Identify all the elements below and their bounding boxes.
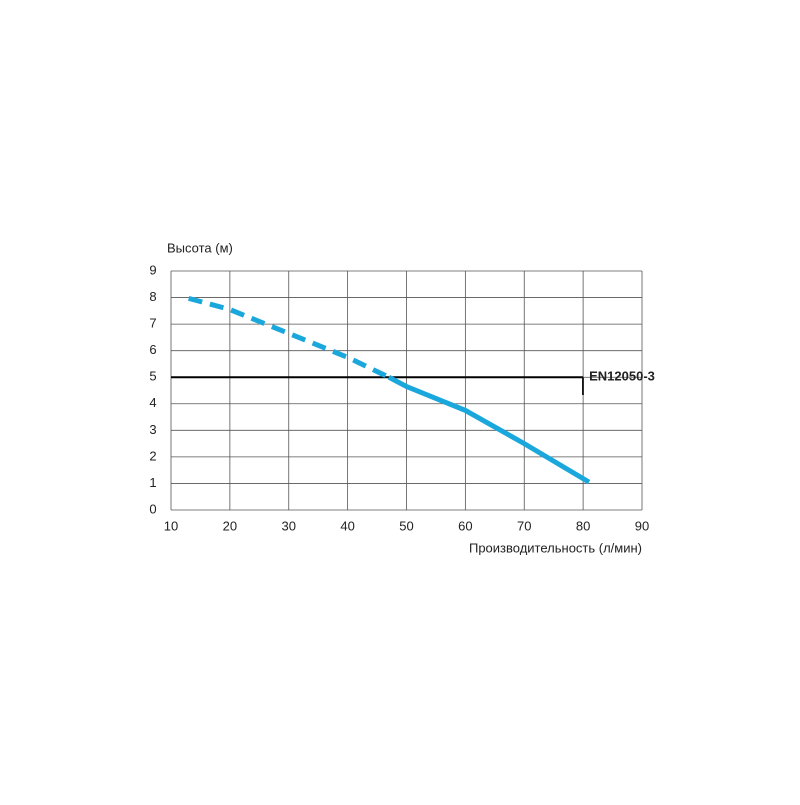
y-tick-label: 4 bbox=[149, 395, 156, 410]
y-tick-label: 3 bbox=[149, 422, 156, 437]
x-tick-label: 70 bbox=[517, 518, 531, 533]
y-tick-label: 5 bbox=[149, 369, 156, 384]
y-axis-label: Высота (м) bbox=[167, 240, 233, 255]
x-tick-label: 80 bbox=[576, 518, 590, 533]
x-tick-label: 60 bbox=[458, 518, 472, 533]
x-tick-label: 10 bbox=[164, 518, 178, 533]
x-axis-label: Производительность (л/мин) bbox=[469, 540, 642, 555]
y-tick-label: 2 bbox=[149, 448, 156, 463]
x-tick-label: 40 bbox=[340, 518, 354, 533]
x-tick-label: 20 bbox=[223, 518, 237, 533]
y-tick-label: 0 bbox=[149, 501, 156, 516]
x-tick-label: 90 bbox=[635, 518, 649, 533]
reference-label: EN12050-3 bbox=[589, 369, 655, 384]
curve bbox=[387, 375, 591, 485]
x-tick-label: 50 bbox=[399, 518, 413, 533]
x-tick-label: 30 bbox=[282, 518, 296, 533]
y-tick-label: 1 bbox=[149, 475, 156, 490]
y-tick-label: 6 bbox=[149, 342, 156, 357]
y-tick-label: 9 bbox=[149, 262, 156, 277]
y-tick-label: 8 bbox=[149, 289, 156, 304]
curve bbox=[188, 295, 390, 380]
y-tick-label: 7 bbox=[149, 316, 156, 331]
